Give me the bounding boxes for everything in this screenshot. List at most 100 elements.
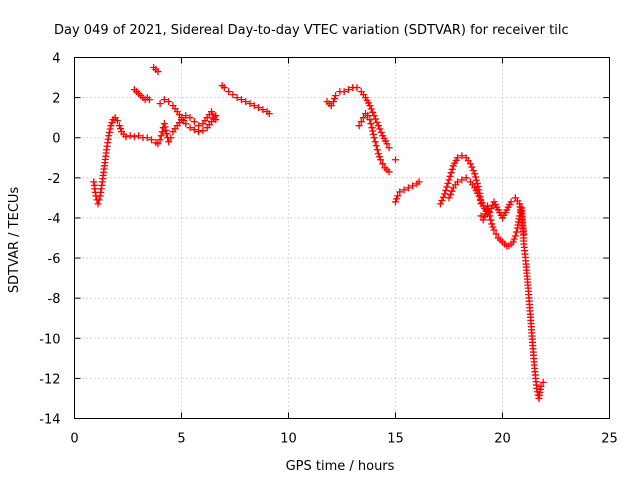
data-point [520,230,528,238]
data-point-interp [442,186,450,194]
data-point-interp [485,209,493,217]
data-point [195,128,203,136]
data-point [392,156,399,164]
data-point-interp [478,199,486,207]
data-point [163,130,171,138]
data-point [107,122,115,130]
data-point [379,160,387,168]
y-tick-label: -10 [39,332,60,347]
data-point-interp [376,125,384,133]
data-point-interp [447,169,455,177]
data-point [246,100,254,108]
data-point-interp [443,183,451,191]
data-point-interp [469,166,477,174]
data-point [148,136,156,144]
data-point [466,160,474,168]
data-point [355,122,363,130]
data-point [344,86,352,94]
data-point [115,122,123,130]
data-point [160,120,168,128]
data-point [329,98,337,106]
data-point-interp [393,195,401,203]
data-point-interp [472,176,480,184]
y-tick-label: -14 [39,413,60,428]
data-point-interp [375,153,383,161]
data-point [507,198,515,206]
data-point [366,102,374,110]
data-point [190,118,198,126]
data-point [385,144,393,152]
y-tick-label: 2 [52,92,60,107]
data-point [156,136,164,144]
data-point-interp [157,132,165,140]
data-point [237,96,245,104]
x-tick-label: 0 [70,432,78,447]
data-point-interp [448,187,456,195]
data-point-interp [369,127,377,135]
y-tick-label: -2 [48,172,61,187]
data-point [409,182,417,190]
data-point [374,150,382,158]
data-point [122,133,130,141]
data-point [492,230,500,238]
data-point-interp [510,235,518,243]
data-point [178,116,185,124]
data-point-interp [331,95,339,103]
data-point [471,170,479,178]
data-point-interp [473,179,481,187]
data-point-interp [472,173,480,181]
data-point [400,186,408,194]
data-point [327,102,335,110]
data-point-interp [108,119,116,127]
data-point [94,200,102,208]
data-point [167,134,175,142]
data-point [385,168,393,176]
data-point [475,192,483,200]
data-point-interp [480,213,488,221]
data-point [454,154,462,162]
data-point [490,226,498,234]
grid-lines [74,57,610,419]
y-tick-label: -12 [39,372,60,387]
data-point-interp [487,205,495,213]
x-tick-label: 25 [601,432,618,447]
data-point [511,232,519,240]
data-point [225,88,233,96]
data-point-interp [367,105,375,113]
data-point [143,134,151,142]
data-point-interp [106,125,114,133]
data-point-interp [446,191,454,199]
data-point-interp [373,118,381,126]
y-tick-label: -6 [48,252,61,267]
data-point [374,122,382,130]
data-point [357,118,365,126]
data-point [486,208,494,216]
data-point [477,212,485,220]
data-point [364,112,372,120]
data-point [154,68,162,76]
data-point [220,84,228,92]
data-point [509,238,517,246]
data-point [212,116,220,124]
data-point [160,96,168,104]
data-point-interp [474,183,482,191]
data-point [372,142,380,150]
data-point [377,156,385,164]
data-point-interp [369,130,377,138]
data-point [481,210,489,218]
data-point-interp [162,126,170,134]
data-point [394,192,402,200]
y-tick-label: -4 [48,212,61,227]
data-point [105,132,113,140]
data-point [165,98,173,106]
data-point [165,138,173,146]
y-axis-label: SDTVAR / TECUs [7,187,22,294]
data-point [126,132,134,140]
data-point-interp [489,223,497,231]
data-point [259,106,267,114]
data-point [242,98,250,106]
x-axis-label: GPS time / hours [286,459,395,474]
data-point [488,220,496,228]
data-point [340,88,348,96]
